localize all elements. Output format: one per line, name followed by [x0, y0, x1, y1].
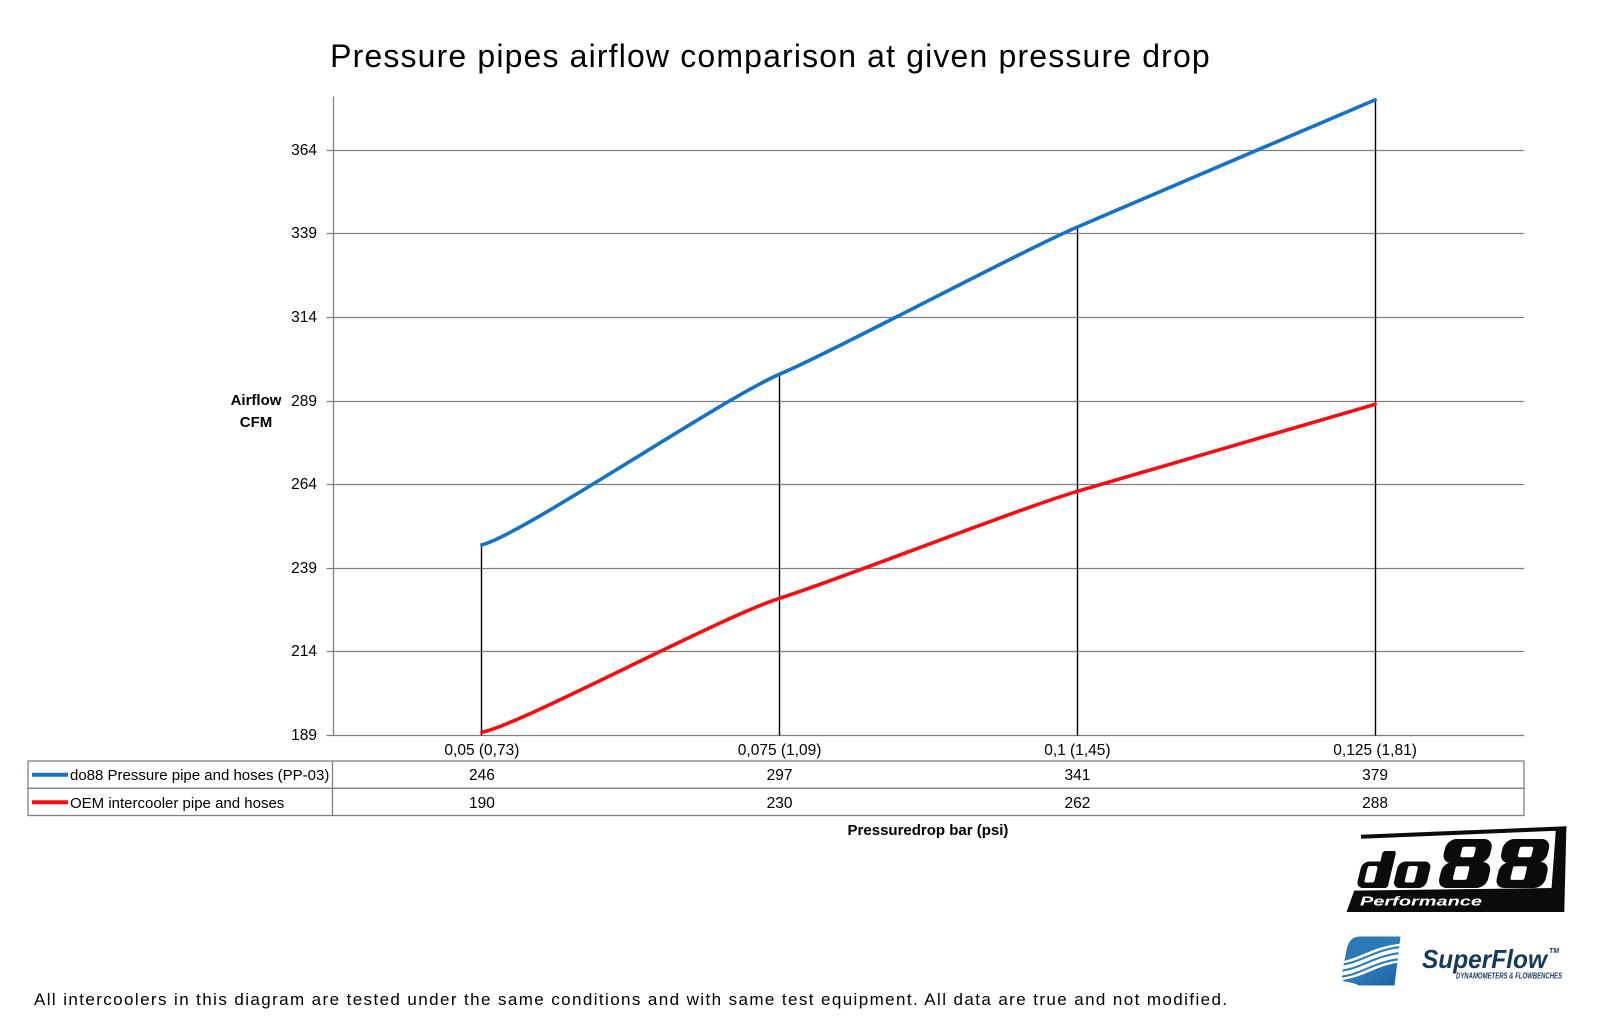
- svg-text:TM: TM: [1549, 948, 1559, 955]
- svg-text:SuperFlow: SuperFlow: [1422, 944, 1549, 974]
- svg-text:Performance: Performance: [1360, 894, 1482, 909]
- svg-text:DYNAMOMETERS & FLOWBENCHES: DYNAMOMETERS & FLOWBENCHES: [1456, 971, 1562, 981]
